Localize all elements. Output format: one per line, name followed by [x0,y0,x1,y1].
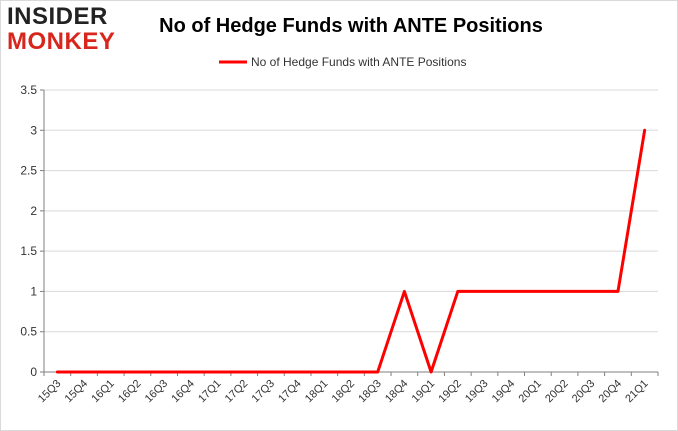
x-tick-label: 16Q3 [143,378,171,406]
logo-line-1: INSIDER [7,3,108,30]
x-tick-label: 15Q4 [63,378,91,406]
x-tick-label: 16Q2 [116,378,144,406]
y-tick-label: 3 [30,123,37,137]
x-tick-label: 17Q4 [276,378,304,406]
x-tick-label: 15Q3 [36,378,64,406]
x-tick-label: 21Q1 [623,378,651,406]
x-tick-label: 20Q3 [570,378,598,406]
x-tick-label: 19Q2 [436,378,464,406]
x-tick-label: 19Q4 [490,378,518,406]
series-group [55,128,647,374]
gridlines [44,89,658,333]
x-tick-label: 18Q3 [356,378,384,406]
x-tick-label: 16Q4 [169,378,197,406]
x-tick-label: 17Q2 [223,378,251,406]
y-tick-label: 0.5 [20,325,37,339]
x-tick-label: 18Q2 [330,378,358,406]
x-tick-label: 19Q3 [463,378,491,406]
x-tick-label: 20Q2 [543,378,571,406]
y-tick-label: 1 [30,284,37,298]
y-tick-label: 0 [30,365,37,379]
x-tick-label: 19Q1 [410,378,438,406]
x-tick-label: 18Q4 [383,378,411,406]
logo-line-2: MONKEY [7,28,116,55]
x-tick-label: 18Q1 [303,378,331,406]
chart-title: No of Hedge Funds with ANTE Positions [159,15,543,37]
x-tick-label: 20Q1 [516,378,544,406]
legend-label: No of Hedge Funds with ANTE Positions [251,55,466,69]
y-tick-label: 2.5 [20,164,37,178]
y-tick-label: 1.5 [20,244,37,258]
x-tick-label: 17Q1 [196,378,224,406]
axes [43,90,658,373]
y-tick-label: 3.5 [20,83,37,97]
x-tick-label: 16Q1 [89,378,117,406]
x-tick-label: 20Q4 [597,378,625,406]
x-tick-label: 17Q3 [250,378,278,406]
insider-monkey-logo: INSIDER MONKEY [7,5,129,55]
x-axis-ticks: 15Q3 15Q4 16Q1 16Q2 16Q3 16Q4 17Q1 17Q2 17Q3 17Q4… [36,372,659,406]
y-tick-label: 2 [30,204,37,218]
y-axis-ticks: 0 0.5 1 1.5 2 2.5 3 3.5 [20,83,44,379]
series-line [55,128,647,374]
legend: No of Hedge Funds with ANTE Positions [219,55,466,69]
